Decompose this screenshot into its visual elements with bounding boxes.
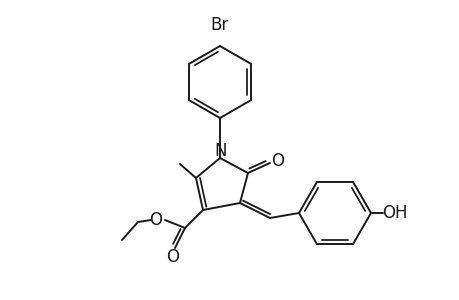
Text: Br: Br [210, 16, 229, 34]
Text: OH: OH [381, 204, 407, 222]
Text: O: O [271, 152, 284, 170]
Text: O: O [149, 211, 162, 229]
Text: N: N [214, 142, 227, 160]
Text: O: O [166, 248, 179, 266]
